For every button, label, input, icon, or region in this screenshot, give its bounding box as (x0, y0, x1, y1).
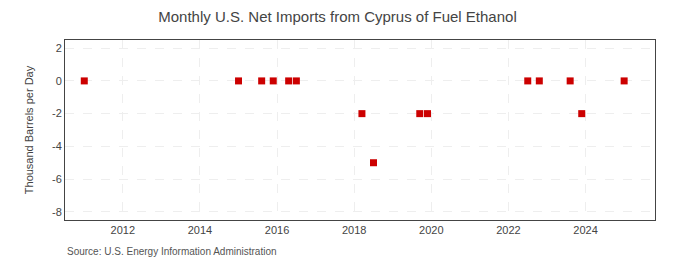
svg-text:2: 2 (56, 42, 62, 54)
svg-text:2018: 2018 (342, 224, 366, 236)
svg-text:-4: -4 (52, 140, 62, 152)
svg-text:Monthly U.S. Net Imports from: Monthly U.S. Net Imports from Cyprus of … (158, 8, 516, 25)
svg-text:2024: 2024 (573, 224, 597, 236)
svg-text:-8: -8 (52, 206, 62, 218)
svg-text:-6: -6 (52, 173, 62, 185)
svg-text:-2: -2 (52, 107, 62, 119)
svg-text:2020: 2020 (419, 224, 443, 236)
svg-text:Thousand Barrels per Day: Thousand Barrels per Day (23, 65, 35, 194)
svg-text:0: 0 (56, 75, 62, 87)
svg-text:2012: 2012 (111, 224, 135, 236)
svg-text:2022: 2022 (496, 224, 520, 236)
svg-text:Source: U.S. Energy Informatio: Source: U.S. Energy Information Administ… (67, 246, 277, 257)
svg-text:2016: 2016 (265, 224, 289, 236)
svg-text:2014: 2014 (188, 224, 212, 236)
